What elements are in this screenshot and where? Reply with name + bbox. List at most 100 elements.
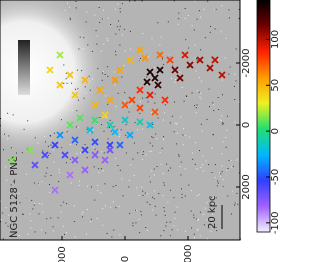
noise-dot	[238, 18, 240, 20]
noise-dot	[195, 107, 197, 109]
noise-dot	[213, 110, 215, 112]
noise-dot	[76, 110, 78, 112]
noise-dot	[184, 8, 186, 9]
noise-dot	[200, 49, 201, 51]
noise-dot	[135, 222, 137, 224]
noise-dot	[116, 26, 118, 28]
frame	[0, 0, 241, 241]
noise-dot	[18, 235, 20, 236]
noise-dot	[97, 150, 99, 152]
noise-dot	[88, 75, 90, 77]
noise-dot	[175, 79, 176, 81]
noise-dot	[104, 205, 106, 207]
noise-dot	[133, 175, 135, 176]
noise-dot	[37, 142, 39, 144]
noise-dot	[5, 222, 7, 224]
noise-dot	[119, 25, 121, 27]
noise-dot	[154, 67, 156, 69]
noise-dot	[34, 203, 36, 204]
noise-dot	[104, 183, 106, 185]
pn-marker	[111, 128, 119, 136]
noise-dot	[151, 112, 152, 114]
pn-marker	[91, 151, 99, 159]
noise-dot	[183, 100, 185, 102]
noise-dot	[117, 165, 119, 166]
noise-dot	[115, 8, 117, 10]
noise-dot	[45, 232, 47, 234]
noise-dot	[83, 97, 85, 99]
noise-dot	[149, 142, 151, 144]
noise-dot	[52, 226, 54, 228]
noise-dot	[234, 121, 236, 123]
noise-dot	[103, 9, 104, 11]
pn-marker	[211, 56, 219, 64]
noise-dot	[222, 186, 224, 188]
noise-dot	[122, 195, 124, 197]
noise-dot	[118, 205, 120, 207]
pn-marker	[101, 156, 109, 164]
noise-dot	[177, 229, 179, 231]
noise-dot	[49, 135, 51, 136]
noise-dot	[174, 211, 176, 213]
noise-dot	[162, 58, 163, 60]
noise-dot	[173, 225, 175, 227]
pn-marker	[181, 51, 189, 59]
noise-dot	[102, 72, 103, 74]
noise-dot	[114, 84, 116, 86]
noise-dot	[15, 174, 17, 176]
colorbar-tick-label: 50	[270, 79, 279, 92]
pn-marker	[51, 186, 59, 194]
noise-dot	[90, 221, 92, 223]
noise-dot	[205, 160, 207, 162]
noise-dot	[13, 181, 15, 182]
noise-dot	[174, 217, 176, 219]
noise-dot	[196, 218, 198, 220]
noise-dot	[66, 203, 68, 205]
noise-dot	[228, 73, 230, 75]
noise-dot	[60, 205, 62, 207]
noise-dot	[101, 79, 103, 81]
noise-dot	[151, 37, 153, 39]
noise-dot	[136, 187, 138, 189]
noise-dot	[167, 21, 169, 23]
noise-dot	[226, 169, 228, 171]
noise-dot	[37, 183, 39, 185]
noise-dot	[214, 177, 216, 179]
noise-dot	[53, 161, 55, 163]
noise-dot	[8, 135, 10, 137]
noise-dot	[201, 80, 203, 82]
noise-dot	[201, 164, 203, 166]
noise-dot	[215, 197, 217, 199]
noise-dot	[73, 221, 75, 222]
noise-dot	[214, 164, 216, 166]
noise-dot	[101, 151, 103, 153]
noise-dot	[66, 162, 67, 164]
noise-dot	[7, 112, 9, 114]
noise-dot	[211, 147, 213, 149]
noise-dot	[107, 75, 109, 77]
noise-dot	[141, 128, 143, 130]
noise-dot	[133, 142, 135, 144]
noise-dot	[138, 218, 140, 220]
noise-dot	[109, 119, 111, 121]
noise-dot	[178, 71, 180, 73]
noise-dot	[79, 180, 80, 182]
noise-dot	[69, 56, 71, 58]
pn-marker	[116, 66, 124, 74]
noise-dot	[160, 163, 162, 165]
noise-dot	[70, 182, 72, 184]
noise-dot	[217, 182, 219, 184]
noise-dot	[73, 205, 75, 207]
noise-dot	[178, 155, 180, 157]
noise-dot	[199, 150, 200, 152]
noise-dot	[209, 31, 211, 33]
noise-dot	[194, 44, 196, 46]
pn-marker	[26, 146, 34, 154]
noise-dot	[192, 152, 193, 154]
noise-dot	[49, 184, 50, 185]
noise-dot	[224, 57, 226, 59]
noise-dot	[135, 209, 137, 211]
pn-marker	[101, 111, 109, 119]
noise-dot	[190, 190, 192, 192]
noise-dot	[230, 166, 232, 168]
